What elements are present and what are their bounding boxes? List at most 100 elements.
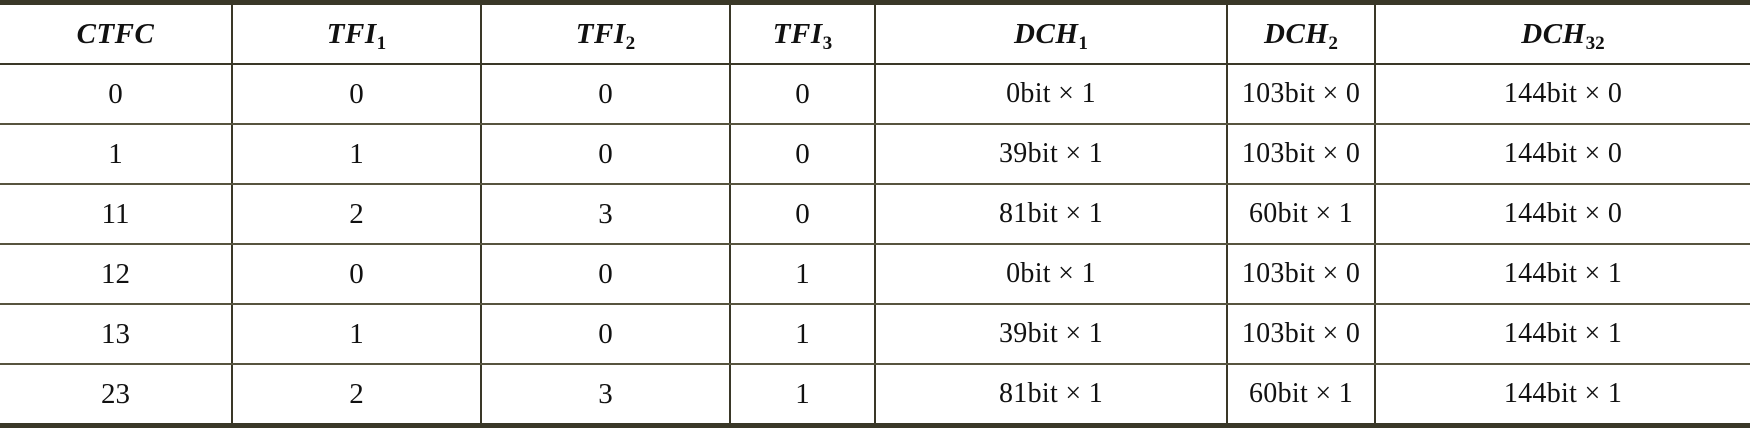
cell-tfi2: 3 <box>480 363 731 426</box>
cell-tfi1: 1 <box>231 303 482 365</box>
cell-value: 12 <box>101 257 130 290</box>
cell-value: 144bit × 0 <box>1503 78 1623 109</box>
column-header-tfi3-subscript: 3 <box>822 32 833 54</box>
column-header-tfi2: TFI2 <box>480 2 731 65</box>
cell-value: 13 <box>101 317 130 350</box>
cell-dch1: 39bit × 1 <box>874 303 1228 365</box>
table-row: 0 0 0 0 0bit × 1 103bit × 0 144bit × 0 <box>0 63 1750 125</box>
column-header-tfi3: TFI3 <box>729 2 876 65</box>
table-row: 1 1 0 0 39bit × 1 103bit × 0 144bit × 0 <box>0 123 1750 185</box>
column-header-tfi1: TFI1 <box>231 2 482 65</box>
cell-tfi1: 1 <box>231 123 482 185</box>
cell-value: 0 <box>598 317 613 350</box>
cell-value: 1 <box>349 317 364 350</box>
cell-dch2: 60bit × 1 <box>1226 363 1376 426</box>
column-header-tfi2-base: TFI <box>575 17 626 50</box>
cell-tfi3: 1 <box>729 363 876 426</box>
cell-value: 0 <box>349 257 364 290</box>
cell-value: 1 <box>349 137 364 170</box>
column-header-dch1: DCH1 <box>874 2 1228 65</box>
cell-dch2: 103bit × 0 <box>1226 243 1376 305</box>
column-header-dch2-base: DCH <box>1264 17 1329 50</box>
column-header-dch32-subscript: 32 <box>1585 32 1605 54</box>
cell-value: 144bit × 1 <box>1503 318 1623 349</box>
cell-value: 23 <box>101 377 130 410</box>
cell-value: 0 <box>598 77 613 110</box>
header-row: CTFC TFI1 TFI2 TFI3 DCH1 DCH2 DC <box>0 2 1750 65</box>
cell-value: 144bit × 0 <box>1503 138 1623 169</box>
cell-dch1: 0bit × 1 <box>874 243 1228 305</box>
cell-dch32: 144bit × 0 <box>1374 63 1750 125</box>
table-body: 0 0 0 0 0bit × 1 103bit × 0 144bit × 0 1… <box>0 63 1750 426</box>
column-header-tfi1-base: TFI <box>326 17 377 50</box>
cell-value: 11 <box>101 197 130 230</box>
cell-value: 0 <box>108 77 123 110</box>
cell-tfi2: 0 <box>480 63 731 125</box>
column-header-tfi2-subscript: 2 <box>625 32 636 54</box>
cell-value: 2 <box>349 197 364 230</box>
cell-tfi3: 1 <box>729 243 876 305</box>
cell-value: 0 <box>795 137 810 170</box>
cell-value: 0 <box>598 257 613 290</box>
cell-value: 1 <box>108 137 123 170</box>
cell-value: 144bit × 1 <box>1503 258 1623 289</box>
cell-ctfc: 0 <box>0 63 233 125</box>
cell-ctfc: 11 <box>0 183 233 245</box>
cell-tfi1: 2 <box>231 183 482 245</box>
cell-ctfc: 13 <box>0 303 233 365</box>
cell-dch32: 144bit × 0 <box>1374 123 1750 185</box>
table-header: CTFC TFI1 TFI2 TFI3 DCH1 DCH2 DC <box>0 2 1750 65</box>
cell-value: 103bit × 0 <box>1241 78 1361 109</box>
cell-value: 0bit × 1 <box>1006 258 1096 289</box>
cell-value: 0 <box>795 77 810 110</box>
cell-value: 1 <box>795 377 810 410</box>
cell-value: 0bit × 1 <box>1006 78 1096 109</box>
cell-value: 103bit × 0 <box>1241 318 1361 349</box>
table-row: 11 2 3 0 81bit × 1 60bit × 1 144bit × 0 <box>0 183 1750 245</box>
cell-value: 81bit × 1 <box>998 198 1104 229</box>
cell-value: 144bit × 0 <box>1503 198 1623 229</box>
cell-tfi1: 2 <box>231 363 482 426</box>
cell-dch1: 81bit × 1 <box>874 183 1228 245</box>
cell-value: 3 <box>598 377 613 410</box>
cell-dch32: 144bit × 0 <box>1374 183 1750 245</box>
cell-dch2: 103bit × 0 <box>1226 123 1376 185</box>
cell-value: 0 <box>349 77 364 110</box>
column-header-tfi1-subscript: 1 <box>376 32 387 54</box>
cell-value: 81bit × 1 <box>998 378 1104 409</box>
cell-tfi2: 0 <box>480 123 731 185</box>
cell-value: 39bit × 1 <box>998 138 1104 169</box>
table-row: 13 1 0 1 39bit × 1 103bit × 0 144bit × 1 <box>0 303 1750 365</box>
column-header-dch2: DCH2 <box>1226 2 1376 65</box>
cell-value: 39bit × 1 <box>998 318 1104 349</box>
column-header-dch1-subscript: 1 <box>1078 32 1088 54</box>
cell-dch1: 81bit × 1 <box>874 363 1228 426</box>
column-header-dch2-subscript: 2 <box>1328 32 1338 54</box>
cell-dch2: 60bit × 1 <box>1226 183 1376 245</box>
cell-ctfc: 12 <box>0 243 233 305</box>
column-header-ctfc-base: CTFC <box>76 17 155 50</box>
cell-value: 3 <box>598 197 613 230</box>
cell-dch2: 103bit × 0 <box>1226 303 1376 365</box>
cell-tfi3: 0 <box>729 123 876 185</box>
cell-value: 60bit × 1 <box>1248 378 1354 409</box>
cell-dch1: 39bit × 1 <box>874 123 1228 185</box>
cell-dch32: 144bit × 1 <box>1374 363 1750 426</box>
cell-tfi3: 0 <box>729 63 876 125</box>
cell-tfi2: 0 <box>480 243 731 305</box>
table-row: 12 0 0 1 0bit × 1 103bit × 0 144bit × 1 <box>0 243 1750 305</box>
cell-tfi2: 3 <box>480 183 731 245</box>
cell-tfi3: 1 <box>729 303 876 365</box>
cell-value: 60bit × 1 <box>1248 198 1354 229</box>
cell-value: 0 <box>795 197 810 230</box>
cell-value: 0 <box>598 137 613 170</box>
cell-value: 2 <box>349 377 364 410</box>
column-header-dch32: DCH32 <box>1374 2 1750 65</box>
cell-tfi1: 0 <box>231 63 482 125</box>
cell-dch32: 144bit × 1 <box>1374 243 1750 305</box>
cell-tfi2: 0 <box>480 303 731 365</box>
cell-value: 1 <box>795 257 810 290</box>
cell-dch1: 0bit × 1 <box>874 63 1228 125</box>
